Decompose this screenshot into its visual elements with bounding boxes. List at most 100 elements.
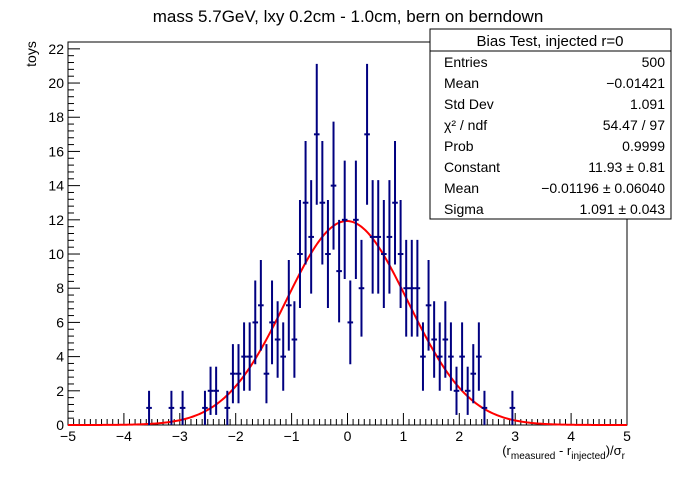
data-point [207, 366, 214, 415]
stats-row-label: Sigma [444, 201, 484, 217]
data-point [442, 301, 449, 378]
data-point [470, 344, 477, 404]
data-point [459, 322, 465, 391]
x-axis-label-part: )/σ [606, 443, 622, 458]
data-point [425, 260, 432, 351]
gaussian-fit [68, 220, 627, 426]
data-point [269, 280, 275, 365]
data-point [274, 301, 281, 378]
data-point [325, 199, 331, 309]
y-tick-label: 0 [56, 417, 64, 433]
data-point [420, 322, 426, 391]
stats-box-border [429, 28, 672, 220]
data-point [241, 322, 247, 391]
data-point [336, 219, 342, 323]
y-tick-label: 2 [56, 383, 64, 399]
x-tick-label: 2 [455, 428, 463, 444]
data-point [347, 280, 354, 365]
data-point [146, 390, 152, 425]
data-point [358, 239, 365, 337]
stats-row-label: Std Dev [444, 96, 494, 112]
data-point [308, 180, 314, 294]
y-tick-label: 8 [56, 280, 64, 296]
data-point [230, 344, 236, 404]
data-point [414, 239, 421, 337]
stats-row-value: 0.9999 [622, 138, 665, 154]
data-point [263, 344, 270, 404]
data-point [202, 390, 208, 425]
y-tick-label: 12 [48, 212, 64, 228]
data-point [448, 322, 454, 391]
data-point [341, 160, 348, 279]
data-point [436, 322, 443, 391]
stats-box-title: Bias Test, injected r=0 [477, 33, 624, 50]
data-point [168, 390, 175, 425]
stats-row-label: χ² / ndf [444, 117, 487, 133]
data-point [353, 160, 359, 279]
data-point [252, 280, 259, 365]
data-point [364, 63, 370, 205]
y-tick-label: 18 [48, 109, 64, 125]
stats-row-label: Constant [444, 159, 500, 175]
stats-row-value: 1.091 [630, 96, 665, 112]
x-tick-label: −3 [172, 428, 188, 444]
stats-row-value: −0.01196 ± 0.06040 [541, 180, 665, 196]
fit-curve [68, 220, 627, 426]
x-axis: −5 −4 −3 −2 −1 0 1 2 3 4 5 [60, 413, 631, 444]
x-axis-label-sub: measured [511, 451, 555, 462]
chart-title: mass 5.7GeV, lxy 0.2cm - 1.0cm, bern on … [153, 7, 544, 26]
data-point [302, 140, 309, 265]
data-point [369, 180, 376, 294]
data-point [408, 239, 415, 337]
x-tick-label: 1 [400, 428, 408, 444]
stats-box-rows: Entries 500 Mean −0.01421 Std Dev 1.091 χ² / n… [444, 54, 665, 217]
stats-row-value: 11.93 ± 0.81 [588, 159, 665, 175]
stats-row-value: 1.091 ± 0.043 [579, 201, 665, 217]
x-tick-label: 5 [623, 428, 631, 444]
data-point [453, 366, 460, 415]
y-tick-label: 22 [48, 41, 64, 57]
x-tick-label: −1 [284, 428, 300, 444]
stats-row-label: Prob [444, 138, 474, 154]
data-point [375, 180, 382, 294]
x-axis-label-part: (r [502, 443, 511, 458]
y-tick-label: 4 [56, 349, 64, 365]
stats-row-label: Mean [444, 180, 479, 196]
data-point [509, 390, 516, 425]
data-point [464, 366, 471, 415]
data-point [224, 390, 231, 425]
data-point [476, 322, 482, 391]
y-tick-label: 6 [56, 314, 64, 330]
stats-row-value: 54.47 / 97 [603, 117, 665, 133]
x-tick-label: −5 [60, 428, 76, 444]
stats-row-value: −0.01421 [606, 75, 665, 91]
data-point [381, 199, 387, 309]
data-points [146, 63, 516, 425]
data-point [258, 260, 264, 351]
x-axis-label-sub: r [622, 451, 626, 462]
stats-row-value: 500 [642, 54, 666, 70]
data-point [319, 140, 326, 265]
y-tick-label: 14 [48, 178, 64, 194]
y-axis-label: toys [23, 41, 39, 67]
y-tick-label: 10 [48, 246, 64, 262]
data-point [431, 301, 437, 378]
x-tick-label: −2 [228, 428, 244, 444]
stats-box: Bias Test, injected r=0 Entries 500 Mean −0… [429, 28, 672, 220]
data-point [179, 390, 186, 425]
x-axis-label: (rmeasured - rinjected)/σr [502, 443, 625, 462]
data-point [280, 322, 287, 391]
data-point [213, 366, 219, 415]
x-axis-label-sub: injected [571, 451, 605, 462]
y-tick-label: 16 [48, 143, 64, 159]
data-point [286, 260, 292, 351]
data-point [392, 140, 398, 265]
y-tick-label: 20 [48, 75, 64, 91]
x-tick-label: 3 [511, 428, 519, 444]
x-tick-label: 4 [567, 428, 575, 444]
data-point [386, 180, 393, 294]
data-point [403, 239, 409, 337]
y-axis: 0 2 4 6 8 10 12 14 16 18 20 22 [48, 41, 80, 433]
data-point [481, 390, 488, 425]
